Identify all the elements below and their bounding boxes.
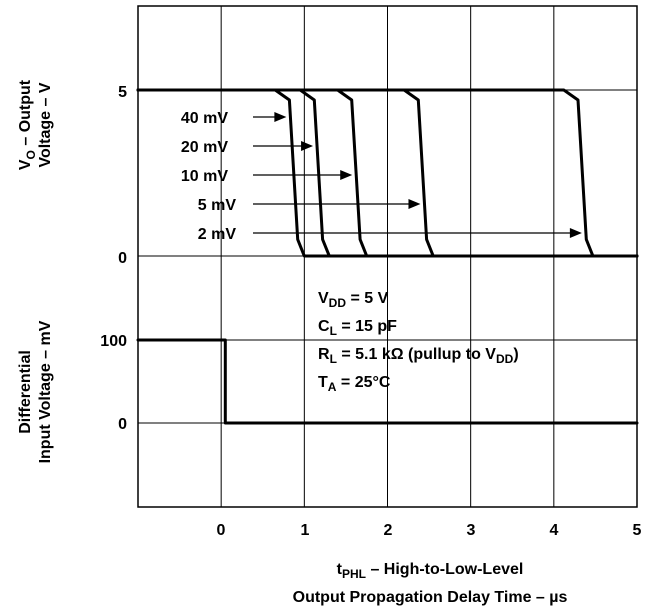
- condition-rl-sub: L: [330, 352, 337, 366]
- series-label-2mv: 2 mV: [198, 226, 237, 243]
- x-label-line2: Output Propagation Delay Time – µs: [293, 589, 568, 606]
- series-labels: 40 mV 20 mV 10 mV 5 mV 2 mV: [181, 110, 582, 243]
- condition-ta: TA = 25°C: [318, 374, 391, 394]
- x-label-rest: – High-to-Low-Level: [366, 561, 523, 578]
- series-label-5mv: 5 mV: [198, 197, 237, 214]
- y-label-bottom-line2: Input Voltage – mV: [37, 320, 54, 463]
- condition-cl-sub: L: [330, 324, 337, 338]
- condition-ta-sub: A: [328, 380, 337, 394]
- y-label-top-sub: O: [24, 150, 38, 159]
- x-tick-5: 5: [633, 522, 642, 539]
- condition-rl-rest: = 5.1 kΩ (pullup to V: [337, 346, 496, 363]
- conditions-block: VDD = 5 V CL = 15 pF RL = 5.1 kΩ (pullup…: [318, 290, 519, 394]
- x-tick-3: 3: [467, 522, 476, 539]
- y-label-top-line2: Voltage – V: [37, 82, 54, 167]
- condition-vdd-sub: DD: [329, 296, 347, 310]
- x-tick-1: 1: [301, 522, 310, 539]
- condition-cl-rest: = 15 pF: [337, 318, 397, 335]
- condition-vdd-rest: = 5 V: [346, 290, 389, 307]
- y-tick-top-0: 0: [118, 250, 127, 267]
- x-label-line1: tPHL – High-to-Low-Level: [337, 561, 524, 581]
- series-label-40mv: 40 mV: [181, 110, 228, 127]
- y-tick-bottom-0: 0: [118, 416, 127, 433]
- x-tick-2: 2: [384, 522, 393, 539]
- y-label-top: VO – Output: [17, 79, 38, 170]
- y-tick-bottom-100: 100: [100, 333, 127, 350]
- series-arrowhead-5mv: [408, 199, 420, 209]
- x-tick-0: 0: [217, 522, 226, 539]
- series-arrowhead-10mv: [340, 170, 352, 180]
- condition-ta-prefix: T: [318, 374, 328, 391]
- y-label-top-rest: – Output: [17, 79, 34, 150]
- series-arrowhead-20mv: [301, 141, 313, 151]
- condition-vdd: VDD = 5 V: [318, 290, 389, 310]
- x-label-sub: PHL: [342, 567, 366, 581]
- condition-ta-rest: = 25°C: [336, 374, 390, 391]
- condition-cl-prefix: C: [318, 318, 330, 335]
- condition-cl: CL = 15 pF: [318, 318, 397, 338]
- condition-rl: RL = 5.1 kΩ (pullup to VDD): [318, 346, 519, 366]
- y-label-top-prefix: V: [17, 159, 34, 170]
- condition-rl-rest2: ): [513, 346, 518, 363]
- series-arrowhead-40mv: [274, 112, 286, 122]
- series-arrowhead-2mv: [570, 228, 582, 238]
- y-tick-top-5: 5: [118, 84, 127, 101]
- series-label-10mv: 10 mV: [181, 168, 228, 185]
- condition-vdd-prefix: V: [318, 290, 329, 307]
- condition-rl-sub2: DD: [496, 352, 514, 366]
- series-label-20mv: 20 mV: [181, 139, 228, 156]
- y-label-bottom-line1: Differential: [17, 350, 34, 434]
- condition-rl-prefix: R: [318, 346, 330, 363]
- x-tick-4: 4: [550, 522, 559, 539]
